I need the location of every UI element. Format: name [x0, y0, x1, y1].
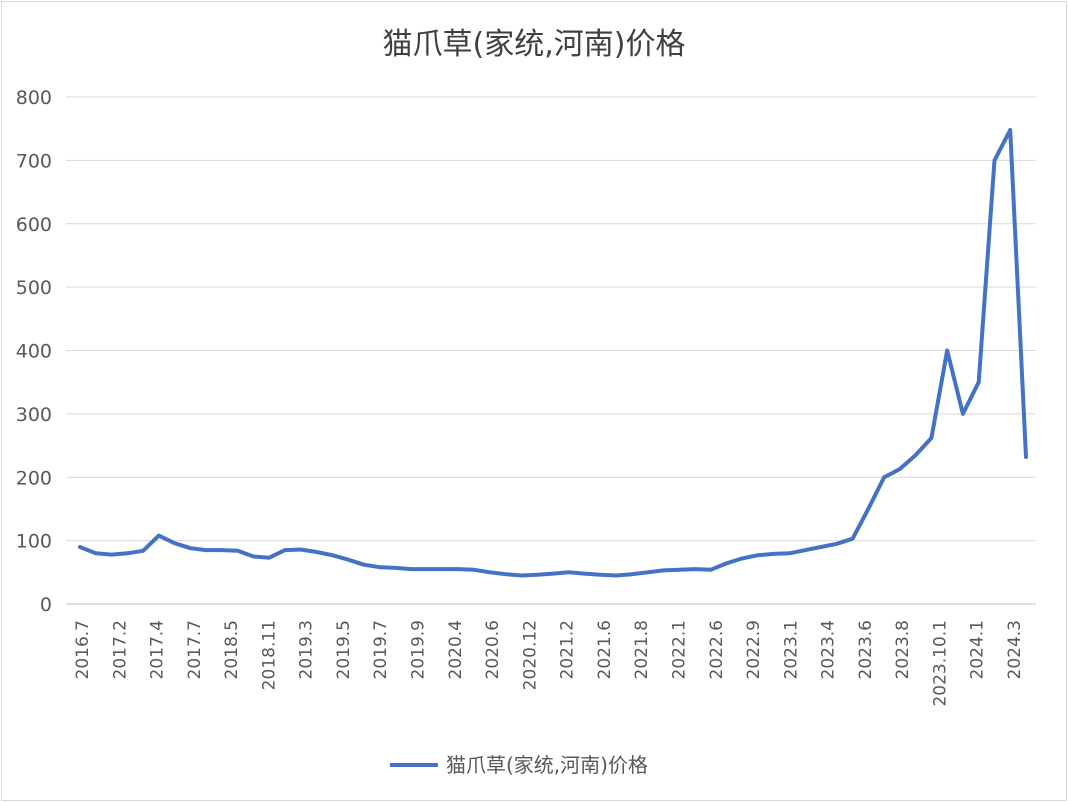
x-tick-label: 2023.4 [819, 620, 839, 679]
x-tick-label: 2019.7 [371, 620, 391, 679]
x-tick-label: 2017.7 [185, 620, 205, 679]
x-tick-label: 2023.8 [893, 620, 913, 679]
y-tick-label: 500 [16, 277, 52, 299]
x-tick-label: 2018.5 [222, 620, 242, 679]
x-tick-label: 2024.3 [1005, 620, 1025, 679]
x-tick-label: 2019.5 [334, 620, 354, 679]
x-tick-label: 2023.1 [781, 620, 801, 679]
y-axis-ticks: 0 100 200 300 400 500 600 700 800 [16, 87, 52, 616]
y-tick-label: 400 [16, 341, 52, 363]
x-tick-label: 2023.10.1 [930, 620, 950, 707]
x-tick-label: 2024.1 [968, 620, 988, 679]
y-tick-label: 800 [16, 87, 52, 109]
x-tick-label: 2021.8 [632, 620, 652, 679]
x-tick-label: 2020.6 [483, 620, 503, 679]
y-tick-label: 600 [16, 214, 52, 236]
x-tick-label: 2019.3 [297, 620, 317, 679]
x-tick-label: 2019.9 [409, 620, 429, 679]
gridlines [66, 96, 1036, 605]
y-tick-label: 200 [16, 467, 52, 489]
y-tick-label: 700 [16, 150, 52, 172]
x-tick-label: 2017.4 [148, 620, 168, 679]
x-axis-ticks: 2016.7 2017.2 2017.4 2017.7 2018.5 2018.11 201… [73, 620, 1025, 707]
x-tick-label: 2020.4 [446, 620, 466, 679]
x-tick-label: 2022.1 [669, 620, 689, 679]
y-tick-label: 0 [40, 594, 52, 616]
legend-label: 猫爪草(家统,河南)价格 [446, 753, 648, 777]
x-tick-label: 2021.2 [558, 620, 578, 679]
x-tick-label: 2020.12 [520, 620, 540, 690]
x-tick-label: 2016.7 [73, 620, 93, 679]
x-tick-label: 2022.6 [707, 620, 727, 679]
series-line [78, 128, 1028, 578]
legend: 猫爪草(家统,河南)价格 [390, 753, 648, 777]
y-tick-label: 300 [16, 404, 52, 426]
series-layer [78, 128, 1028, 578]
chart-title: 猫爪草(家统,河南)价格 [383, 27, 686, 62]
x-tick-label: 2023.6 [856, 620, 876, 679]
x-tick-label: 2018.11 [259, 620, 279, 690]
x-tick-label: 2022.9 [744, 620, 764, 679]
x-tick-label: 2021.6 [595, 620, 615, 679]
x-tick-label: 2017.2 [110, 620, 130, 679]
y-tick-label: 100 [16, 531, 52, 553]
